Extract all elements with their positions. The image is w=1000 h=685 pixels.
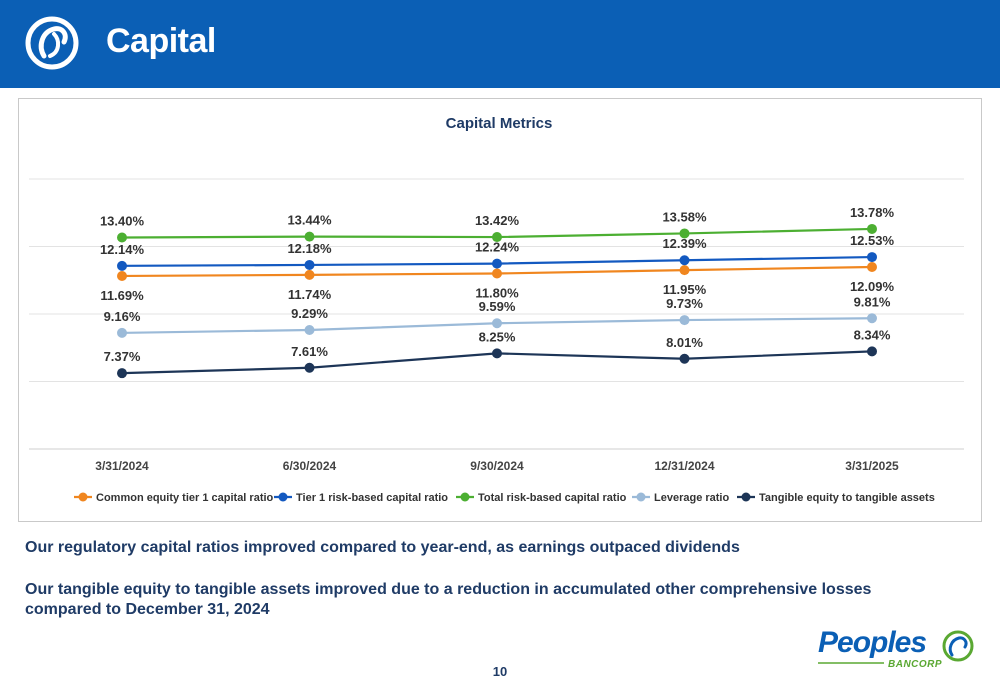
data-label: 11.80% — [475, 286, 519, 301]
data-point — [117, 260, 127, 271]
data-point — [492, 258, 502, 269]
data-point — [679, 255, 690, 266]
peoples-swirl-logo-icon — [25, 16, 79, 70]
data-label: 13.58% — [662, 209, 707, 224]
data-point — [117, 327, 127, 338]
data-point — [117, 368, 127, 379]
x-tick-label: 3/31/2024 — [95, 459, 149, 473]
peoples-bancorp-logo: Peoples BANCORP — [818, 626, 974, 670]
chart-legend: Common equity tier 1 capital ratio Tier 1… — [74, 492, 935, 504]
data-point — [867, 346, 877, 357]
series-3: 13.40% 13.44% 13.42% 13.58% 13.78% — [100, 205, 895, 243]
data-point — [304, 259, 315, 270]
data-point — [492, 348, 502, 359]
legend-item-4: Leverage ratio — [632, 492, 729, 504]
data-point — [304, 231, 315, 242]
x-tick-label: 9/30/2024 — [470, 459, 524, 473]
data-label: 7.37% — [104, 349, 141, 364]
data-label: 9.29% — [291, 306, 328, 321]
data-label: 13.44% — [287, 213, 332, 228]
legend-item-3: Total risk-based capital ratio — [456, 492, 627, 504]
data-label: 12.14% — [100, 242, 145, 257]
data-label: 9.73% — [666, 296, 703, 311]
legend-label: Tangible equity to tangible assets — [759, 492, 935, 504]
data-label: 12.09% — [850, 279, 895, 294]
data-point — [304, 324, 315, 335]
x-tick-label: 3/31/2025 — [845, 459, 899, 473]
series-4: 9.16% 9.29% 9.59% 9.73% 9.81% — [104, 294, 891, 338]
data-label: 11.69% — [100, 288, 144, 303]
data-point — [679, 315, 690, 326]
legend-label: Tier 1 risk-based capital ratio — [296, 492, 448, 504]
data-label: 13.40% — [100, 214, 145, 229]
legend-item-2: Tier 1 risk-based capital ratio — [274, 492, 448, 504]
note-capital-ratios: Our regulatory capital ratios improved c… — [25, 539, 740, 556]
legend-label: Common equity tier 1 capital ratio — [96, 492, 274, 504]
slide-header: Capital — [0, 0, 1000, 88]
legend-label: Leverage ratio — [654, 492, 729, 504]
data-label: 13.78% — [850, 205, 895, 220]
legend-swatch-marker — [741, 492, 751, 502]
data-label: 11.74% — [288, 287, 332, 302]
data-label: 12.39% — [662, 236, 707, 251]
data-label: 12.24% — [475, 240, 520, 255]
data-point — [867, 313, 877, 324]
chart-title: Capital Metrics — [446, 115, 553, 132]
page-title: Capital — [106, 22, 216, 60]
series-2: 12.14% 12.18% 12.24% 12.39% 12.53% — [100, 233, 895, 271]
legend-swatch-marker — [636, 492, 646, 502]
series-1: 11.69% 11.74% 11.80% 11.95% 12.09% — [100, 261, 895, 303]
peoples-swirl-footer-icon — [942, 630, 974, 662]
footer-logo-text: Peoples — [818, 626, 926, 659]
legend-swatch-marker — [460, 492, 470, 502]
legend-item-1: Common equity tier 1 capital ratio — [74, 492, 274, 504]
legend-label: Total risk-based capital ratio — [478, 492, 627, 504]
data-label: 12.18% — [287, 241, 332, 256]
data-point — [492, 318, 502, 329]
data-label: 13.42% — [475, 213, 520, 228]
page-number: 10 — [492, 664, 508, 679]
x-tick-label: 12/31/2024 — [654, 459, 714, 473]
data-label: 9.59% — [479, 299, 516, 314]
chart-canvas: Capital Metrics 11.69% 11.74% 11.80% 11.95%… — [29, 115, 964, 504]
x-tick-label: 6/30/2024 — [283, 459, 337, 473]
data-point — [679, 353, 690, 364]
data-point — [117, 270, 127, 281]
data-point — [867, 261, 877, 272]
data-label: 12.53% — [850, 233, 895, 248]
chart-series: 11.69% 11.74% 11.80% 11.95% 12.09%12.14% 12.1… — [100, 205, 895, 379]
chart-x-axis: 3/31/2024 6/30/2024 9/30/2024 12/31/2024 3/3… — [95, 459, 899, 473]
data-label: 7.61% — [291, 344, 328, 359]
data-point — [867, 223, 877, 234]
data-label: 9.81% — [854, 294, 891, 309]
data-point — [304, 362, 315, 373]
legend-item-5: Tangible equity to tangible assets — [737, 492, 935, 504]
data-point — [867, 252, 877, 263]
data-label: 11.95% — [663, 282, 707, 297]
data-point — [679, 228, 690, 239]
legend-swatch-marker — [78, 492, 88, 502]
footer-logo-subtext: BANCORP — [888, 659, 942, 670]
data-point — [492, 232, 502, 243]
data-label: 9.16% — [104, 309, 141, 324]
data-label: 8.34% — [854, 327, 891, 342]
data-point — [492, 268, 502, 279]
chart-gridlines — [29, 178, 964, 450]
series-5: 7.37% 7.61% 8.25% 8.01% 8.34% — [104, 327, 891, 379]
data-point — [679, 265, 690, 276]
data-point — [117, 232, 127, 243]
data-label: 8.25% — [479, 329, 516, 344]
data-point — [304, 269, 315, 280]
legend-swatch-marker — [278, 492, 288, 502]
note-tangible-equity: Our tangible equity to tangible assets i… — [25, 581, 872, 618]
data-label: 8.01% — [666, 335, 703, 350]
capital-metrics-chart: Capital Metrics 11.69% 11.74% 11.80% 11.95%… — [18, 98, 982, 522]
